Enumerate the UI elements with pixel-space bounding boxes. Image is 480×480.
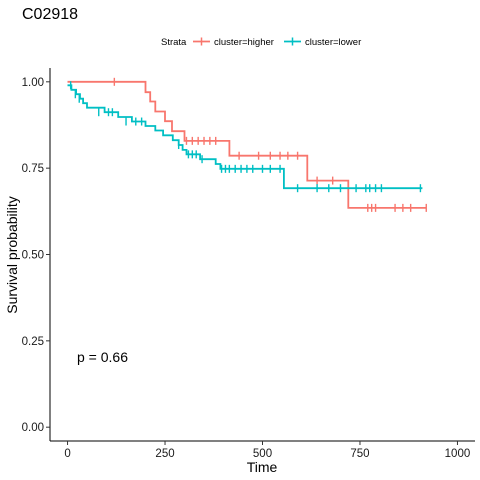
curve-lower [67,84,423,190]
chart-title: C02918 [22,6,78,23]
y-tick-label: 0.50 [22,250,44,262]
y-tick-label: 1.00 [22,77,44,89]
x-tick-label: 250 [155,448,174,460]
p-value-annotation: p = 0.66 [77,349,128,365]
legend-title: Strata [161,37,187,48]
y-axis-label: Survival probability [4,196,20,314]
x-axis-ticks: 0 250 500 750 1000 [64,441,470,460]
legend-item-higher: cluster=higher [193,37,274,48]
y-tick-label: 0.00 [22,422,44,434]
legend-item-lower: cluster=lower [284,37,361,48]
y-axis-ticks: 0.00 0.25 0.50 0.75 1.00 [22,77,50,434]
legend: Strata cluster=higher cluster=lower [161,37,361,48]
x-tick-label: 0 [64,448,70,460]
y-tick-label: 0.75 [22,163,44,175]
legend-label-lower: cluster=lower [305,37,361,48]
legend-label-higher: cluster=higher [214,37,274,48]
plot-area [67,77,427,212]
x-tick-label: 750 [350,448,369,460]
x-tick-label: 500 [253,448,272,460]
curve-higher [67,80,427,209]
y-tick-label: 0.25 [22,336,44,348]
x-tick-label: 1000 [445,448,471,460]
x-axis-label: Time [247,459,278,475]
